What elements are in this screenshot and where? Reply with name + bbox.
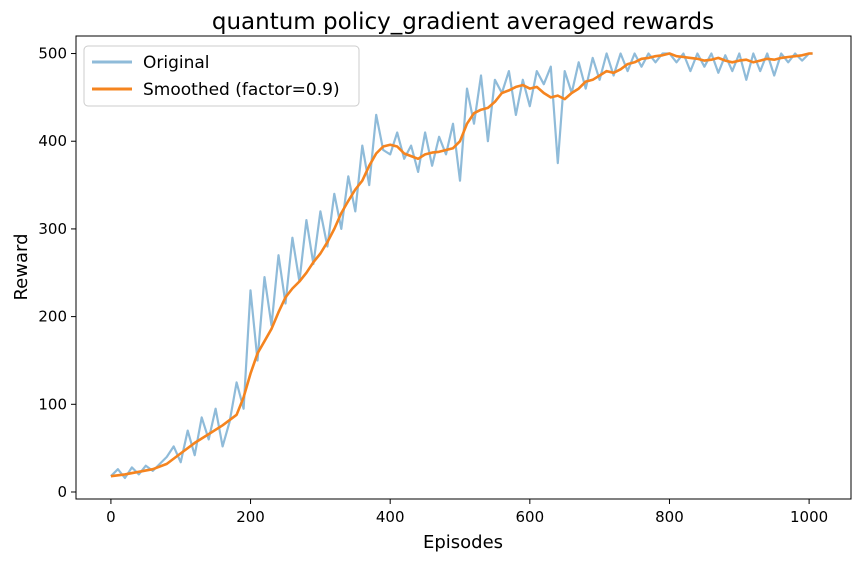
series-layer xyxy=(110,52,813,480)
plot-frame xyxy=(75,35,852,500)
legend-label-smoothed: Smoothed (factor=0.9) xyxy=(143,80,340,100)
x-axis-label: Episodes xyxy=(423,532,503,553)
y-axis: 0 100 200 300 400 500 xyxy=(38,45,76,501)
y-tick-label: 0 xyxy=(57,483,67,501)
series-line-smoothed xyxy=(110,52,813,478)
legend: Original Smoothed (factor=0.9) xyxy=(83,45,360,107)
y-axis-label: Reward xyxy=(11,233,32,300)
x-axis: 0 200 400 600 800 1000 xyxy=(106,499,828,526)
y-tick-label: 500 xyxy=(38,45,67,63)
y-tick-label: 100 xyxy=(38,395,67,413)
x-tick-label: 1000 xyxy=(790,508,828,526)
x-tick-label: 200 xyxy=(236,508,265,526)
legend-label-original: Original xyxy=(143,53,210,73)
x-tick-label: 800 xyxy=(655,508,684,526)
chart-title: quantum policy_gradient averaged rewards xyxy=(212,9,714,35)
x-tick-label: 400 xyxy=(376,508,405,526)
legend-box xyxy=(83,45,360,107)
y-tick-label: 300 xyxy=(38,220,67,238)
y-tick-label: 400 xyxy=(38,132,67,150)
x-tick-label: 600 xyxy=(516,508,545,526)
y-tick-label: 200 xyxy=(38,308,67,326)
x-tick-label: 0 xyxy=(106,508,116,526)
